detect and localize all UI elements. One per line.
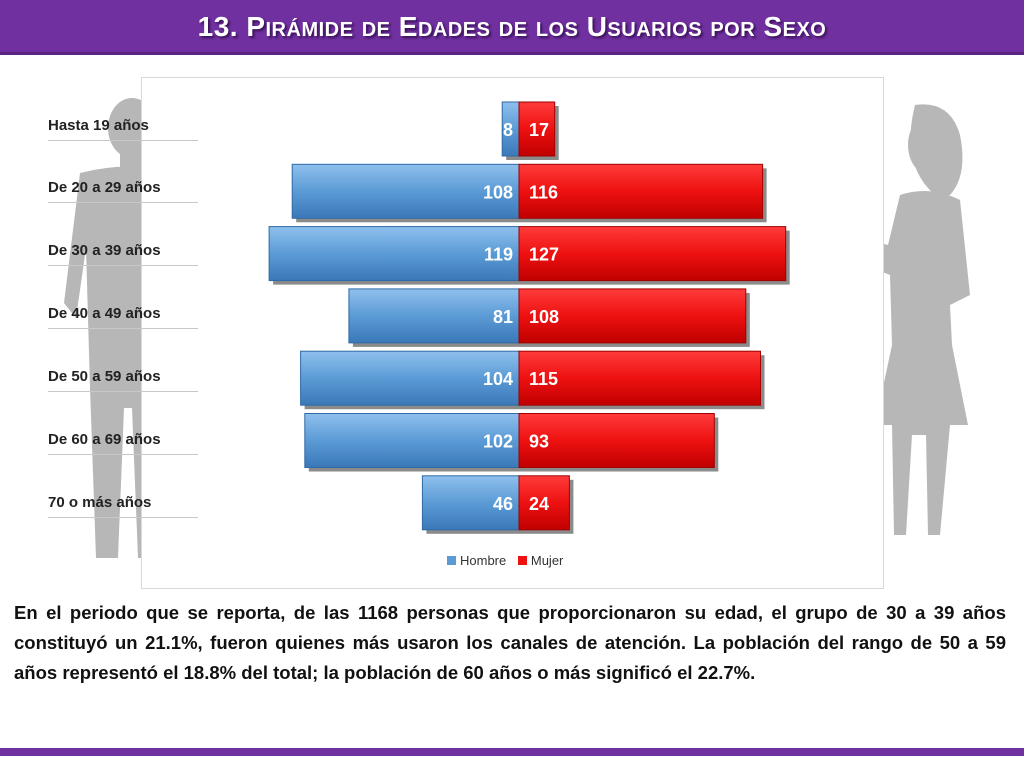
data-label-mujer: 108 [529,307,559,327]
category-label: De 50 a 59 años [48,368,198,392]
bar-hombre [348,288,520,344]
title-bar [0,0,1024,55]
data-label-mujer: 115 [529,369,558,389]
data-label-hombre: 102 [483,432,513,452]
data-label-mujer: 116 [529,182,558,202]
bar-mujer [518,163,764,219]
bar-hombre [300,350,520,406]
data-label-hombre: 8 [503,120,513,140]
bar-mujer [518,413,715,468]
woman-silhouette [800,104,970,535]
data-label-mujer: 93 [529,432,549,452]
category-label: Hasta 19 años [48,117,198,141]
bar-hombre [268,226,520,282]
data-label-hombre: 81 [493,307,513,327]
category-label: 70 o más años [48,494,198,518]
category-label: De 30 a 39 años [48,242,198,266]
legend-label-hombre: Hombre [460,553,507,568]
data-label-hombre: 104 [483,369,513,389]
bar-mujer [518,475,570,531]
chart-legend: Hombre Mujer [447,553,571,568]
summary-paragraph: En el periodo que se reporta, de las 116… [14,602,1006,683]
data-label-mujer: 17 [529,120,549,140]
bar-mujer [518,288,747,344]
data-label-mujer: 24 [529,494,549,514]
data-label-hombre: 108 [483,182,513,202]
legend-label-mujer: Mujer [530,553,564,568]
category-label: De 40 a 49 años [48,305,198,329]
bar-hombre [291,163,520,219]
bar-mujer [518,350,761,406]
legend-swatch-mujer [517,556,527,565]
legend-item-hombre: Hombre [447,553,506,568]
data-label-hombre: 119 [484,245,513,265]
bar-mujer [518,226,787,282]
legend-item-mujer: Mujer [517,553,564,568]
data-label-mujer: 127 [529,245,559,265]
category-label: De 60 a 69 años [48,431,198,455]
legend-swatch-hombre [447,556,456,565]
category-label: De 20 a 29 años [48,179,198,203]
bar-mujer [518,101,556,157]
page-title: 13. Pirámide de Edades de los Usuarios p… [197,11,827,42]
footer-bar [0,748,1024,756]
data-label-hombre: 46 [493,494,513,514]
